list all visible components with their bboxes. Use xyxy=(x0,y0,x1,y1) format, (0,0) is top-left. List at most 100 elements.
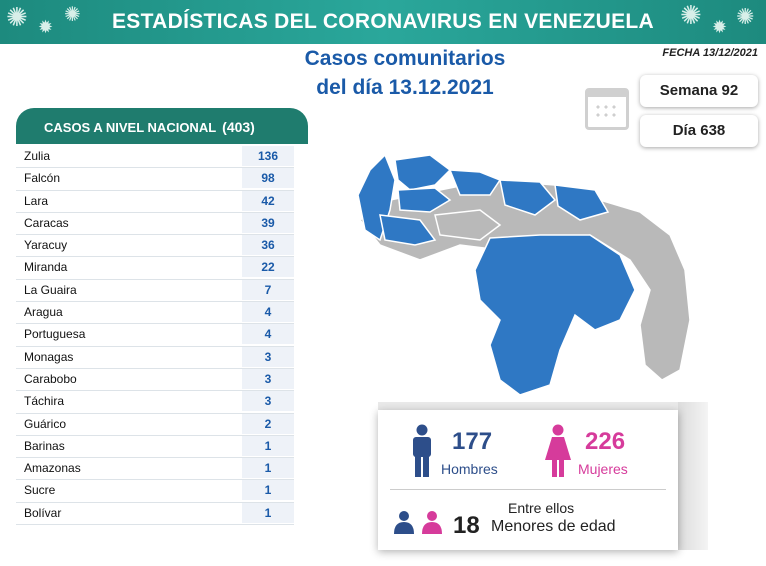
state-name: Lara xyxy=(24,193,49,208)
row-separator xyxy=(16,301,294,303)
virus-icon: ✺ xyxy=(64,4,81,26)
value-cell-bg xyxy=(242,212,294,233)
value-cell-bg xyxy=(242,346,294,367)
state-value: 42 xyxy=(261,193,275,208)
state-name: Barinas xyxy=(24,438,65,453)
row-separator xyxy=(16,457,294,459)
women-label: Mujeres xyxy=(578,461,628,477)
table-title: CASOS A NIVEL NACIONAL xyxy=(44,120,217,135)
value-cell-bg xyxy=(242,302,294,323)
value-cell-bg xyxy=(242,324,294,345)
subtitle-line1: Casos comunitarios xyxy=(304,47,506,70)
row-separator xyxy=(16,234,294,236)
table-row: Barinas 1 xyxy=(16,435,308,459)
state-name: Amazonas xyxy=(24,461,81,476)
table-row: Monagas 3 xyxy=(16,346,308,369)
value-cell-bg xyxy=(242,391,294,412)
table-row: Falcón 98 xyxy=(16,168,308,191)
virus-icon: ✺ xyxy=(736,4,755,29)
table-row: La Guaira 7 xyxy=(16,279,308,303)
row-separator xyxy=(16,524,294,526)
week-badge: Semana 92 xyxy=(640,75,758,107)
table-row: Carabobo 3 xyxy=(16,368,308,392)
state-value: 2 xyxy=(264,416,272,431)
state-name: Portuguesa xyxy=(24,327,86,342)
table-row: Guárico 2 xyxy=(16,413,308,436)
table-row: Bolívar 1 xyxy=(16,502,308,526)
cases-table: Zulia 136 Falcón 98 Lara 42 Caracas 39 Yaracuy 36… xyxy=(16,146,308,526)
value-cell-bg xyxy=(242,235,294,256)
subtitle: Casos comunitarios del día 13.12.2021 xyxy=(270,44,540,102)
map-region-affected xyxy=(474,234,636,396)
virus-icon: ✹ xyxy=(712,17,728,37)
state-name: Carabobo xyxy=(24,371,77,386)
men-count: 177 xyxy=(452,428,493,455)
row-separator xyxy=(16,167,294,169)
state-name: Yaracuy xyxy=(24,238,68,253)
row-separator xyxy=(16,501,294,503)
state-value: 3 xyxy=(264,371,272,386)
calendar-icon xyxy=(585,88,629,130)
day-badge: Día 638 xyxy=(640,115,758,147)
row-separator xyxy=(16,367,294,369)
state-value: 1 xyxy=(264,461,272,476)
table-row: Caracas 39 xyxy=(16,212,308,236)
row-separator xyxy=(16,390,294,392)
map-region-affected xyxy=(397,187,452,213)
row-separator xyxy=(16,479,294,481)
value-cell-bg xyxy=(242,146,294,166)
divider xyxy=(390,489,666,490)
map-region-other xyxy=(434,209,502,241)
state-value: 136 xyxy=(257,149,279,163)
virus-icon: ✹ xyxy=(38,17,54,37)
value-cell-bg xyxy=(242,168,294,189)
state-value: 39 xyxy=(261,215,275,230)
table-row: Aragua 4 xyxy=(16,302,308,325)
row-separator xyxy=(16,256,294,258)
table-row: Táchira 3 xyxy=(16,391,308,414)
value-cell-bg xyxy=(242,257,294,278)
map-region-affected xyxy=(499,179,557,216)
men-label: Hombres xyxy=(441,461,498,477)
state-value: 98 xyxy=(261,171,275,186)
subtitle-line2: del día 13.12.2021 xyxy=(316,76,494,99)
table-total: (403) xyxy=(222,119,255,135)
state-value: 1 xyxy=(264,438,272,453)
virus-icon: ✺ xyxy=(6,2,28,32)
state-value: 22 xyxy=(261,260,275,275)
state-value: 4 xyxy=(264,305,272,320)
value-cell-bg xyxy=(242,458,294,479)
state-name: Aragua xyxy=(24,305,63,320)
state-name: Táchira xyxy=(24,394,65,409)
value-cell-bg xyxy=(242,502,294,523)
row-separator xyxy=(16,345,294,347)
header-banner: ✺ ✹ ✺ ESTADÍSTICAS DEL CORONAVIRUS EN VE… xyxy=(0,0,766,44)
row-separator xyxy=(16,434,294,436)
value-cell-bg xyxy=(242,279,294,300)
children-icon xyxy=(394,511,442,534)
state-name: Falcón xyxy=(24,171,61,186)
date-label: FECHA 13/12/2021 xyxy=(662,47,758,59)
state-name: Guárico xyxy=(24,416,67,431)
value-cell-bg xyxy=(242,190,294,211)
value-cell-bg xyxy=(242,368,294,389)
map-region-affected xyxy=(394,154,452,191)
table-header: CASOS A NIVEL NACIONAL (403) xyxy=(16,108,308,144)
table-row: Zulia 136 xyxy=(16,146,308,169)
table-row: Yaracuy 36 xyxy=(16,235,308,258)
man-icon xyxy=(413,424,431,477)
value-cell-bg xyxy=(242,435,294,456)
state-value: 7 xyxy=(264,282,272,297)
value-cell-bg xyxy=(242,413,294,434)
state-name: Bolívar xyxy=(24,505,62,520)
state-value: 36 xyxy=(261,238,275,253)
state-name: Monagas xyxy=(24,349,74,364)
map-region-affected xyxy=(379,214,437,246)
state-value: 1 xyxy=(264,483,272,498)
state-name: Sucre xyxy=(24,483,56,498)
state-value: 3 xyxy=(264,349,272,364)
table-row: Amazonas 1 xyxy=(16,458,308,481)
venezuela-map xyxy=(357,153,691,396)
stats-shade xyxy=(678,402,708,550)
state-name: Zulia xyxy=(24,149,51,163)
